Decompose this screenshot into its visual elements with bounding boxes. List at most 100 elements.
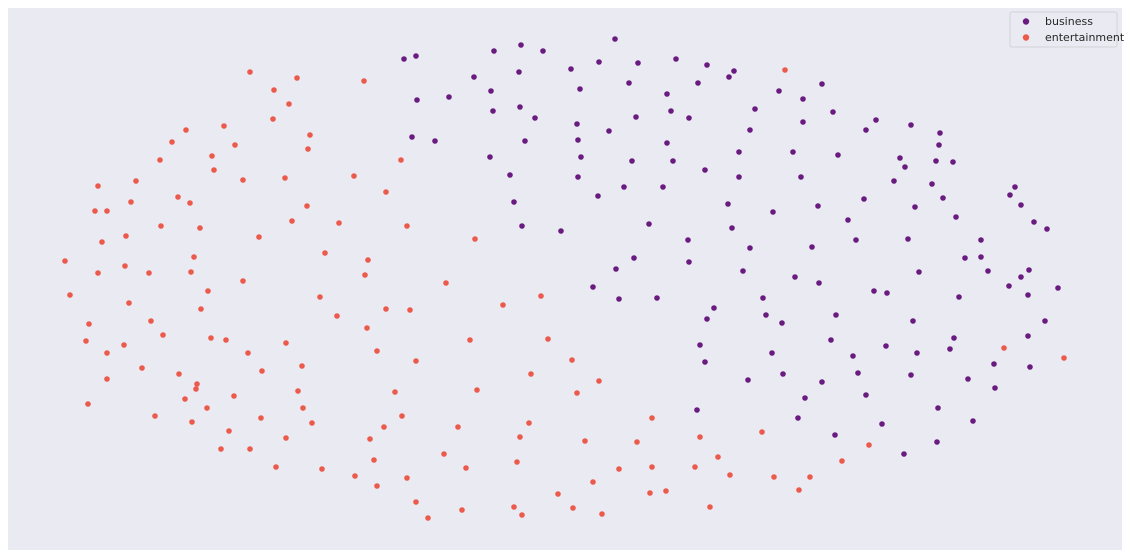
point-entertainment [247, 69, 253, 75]
point-business [704, 316, 710, 322]
point-entertainment [123, 233, 129, 239]
point-entertainment [148, 318, 154, 324]
point-entertainment [294, 75, 300, 81]
point-entertainment [398, 157, 404, 163]
point-business [631, 255, 637, 261]
point-entertainment [574, 390, 580, 396]
point-business [621, 184, 627, 190]
point-entertainment [258, 415, 264, 421]
point-business [914, 350, 920, 356]
point-entertainment [771, 474, 777, 480]
point-entertainment [205, 288, 211, 294]
point-entertainment [133, 178, 139, 184]
plot-area [8, 8, 1122, 550]
point-entertainment [62, 258, 68, 264]
point-business [962, 255, 968, 261]
point-entertainment [146, 270, 152, 276]
point-entertainment [596, 378, 602, 384]
legend-label-business: business [1045, 15, 1093, 28]
point-business [897, 155, 903, 161]
point-entertainment [223, 337, 229, 343]
point-business [760, 295, 766, 301]
point-entertainment [336, 220, 342, 226]
point-business [809, 244, 815, 250]
point-business [800, 96, 806, 102]
point-business [578, 154, 584, 160]
point-business [863, 392, 869, 398]
point-business [1042, 318, 1048, 324]
point-entertainment [319, 466, 325, 472]
point-entertainment [616, 466, 622, 472]
point-entertainment [467, 337, 473, 343]
point-business [487, 154, 493, 160]
point-business [577, 86, 583, 92]
point-entertainment [160, 332, 166, 338]
legend-marker-entertainment [1022, 34, 1030, 41]
point-business [446, 94, 452, 100]
point-entertainment [500, 302, 506, 308]
point-business [937, 130, 943, 136]
point-business [832, 432, 838, 438]
point-entertainment [528, 371, 534, 377]
point-entertainment [182, 396, 188, 402]
point-business [770, 209, 776, 215]
point-entertainment [283, 340, 289, 346]
point-entertainment [259, 368, 265, 374]
point-entertainment [459, 507, 465, 513]
point-business [686, 259, 692, 265]
point-business [845, 217, 851, 223]
point-entertainment [104, 350, 110, 356]
point-entertainment [634, 439, 640, 445]
point-business [795, 415, 801, 421]
point-business [1007, 192, 1013, 198]
point-entertainment [590, 479, 596, 485]
point-business [953, 214, 959, 220]
point-business [654, 295, 660, 301]
point-entertainment [92, 208, 98, 214]
point-business [802, 395, 808, 401]
point-entertainment [121, 342, 127, 348]
point-entertainment [796, 487, 802, 493]
point-business [1006, 283, 1012, 289]
point-business [985, 268, 991, 274]
point-business [780, 371, 786, 377]
point-entertainment [365, 257, 371, 263]
point-entertainment [271, 87, 277, 93]
point-entertainment [782, 67, 788, 73]
point-entertainment [647, 490, 653, 496]
point-entertainment [555, 491, 561, 497]
point-entertainment [240, 278, 246, 284]
point-entertainment [352, 473, 358, 479]
point-business [668, 108, 674, 114]
point-entertainment [413, 499, 419, 505]
point-business [910, 318, 916, 324]
point-business [490, 108, 496, 114]
point-entertainment [463, 465, 469, 471]
point-entertainment [139, 365, 145, 371]
point-business [664, 91, 670, 97]
point-business [664, 140, 670, 146]
point-business [575, 174, 581, 180]
point-entertainment [247, 446, 253, 452]
point-business [626, 80, 632, 86]
point-business [686, 115, 692, 121]
point-business [613, 266, 619, 272]
point-business [891, 178, 897, 184]
point-business [575, 137, 581, 143]
point-business [779, 320, 785, 326]
point-entertainment [304, 203, 310, 209]
point-business [1025, 333, 1031, 339]
point-business [488, 88, 494, 94]
point-entertainment [240, 177, 246, 183]
point-business [828, 337, 834, 343]
point-entertainment [197, 225, 203, 231]
point-business [853, 237, 859, 243]
point-business [792, 274, 798, 280]
point-business [884, 290, 890, 296]
point-business [745, 377, 751, 383]
point-entertainment [289, 218, 295, 224]
point-business [646, 221, 652, 227]
point-entertainment [283, 435, 289, 441]
point-entertainment [282, 175, 288, 181]
point-business [629, 158, 635, 164]
